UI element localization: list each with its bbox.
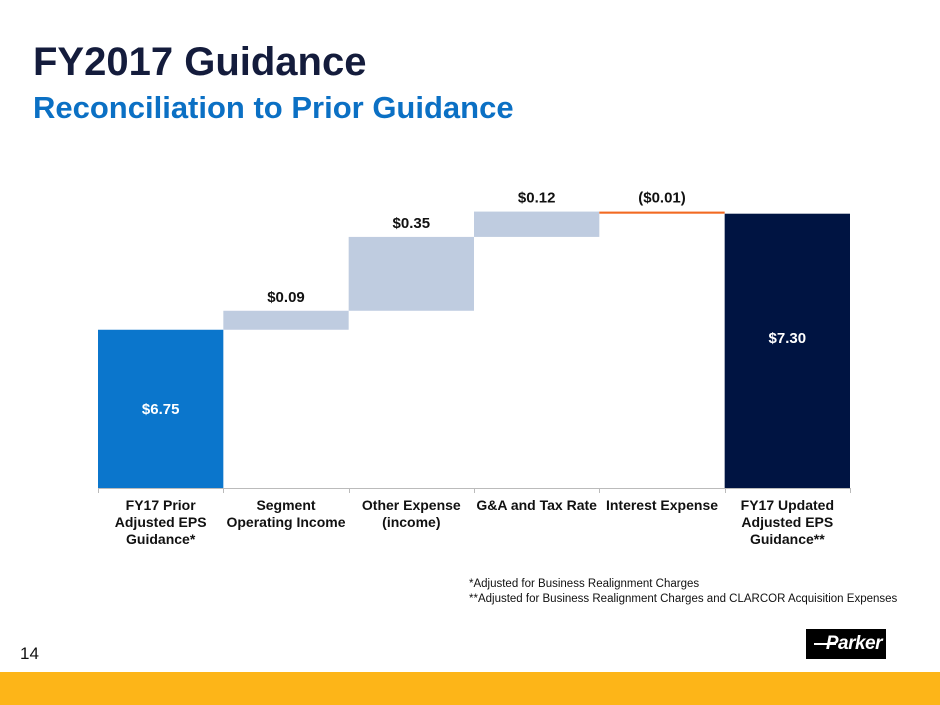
bar: [98, 329, 224, 488]
parker-logo: Parker: [806, 629, 886, 659]
x-tick-label: FY17 Updated: [741, 497, 834, 513]
bar: [223, 310, 349, 330]
bar: [724, 213, 850, 488]
x-tick-label: Adjusted EPS: [741, 514, 833, 530]
x-tick-label: Segment: [256, 497, 315, 513]
page-number: 14: [20, 644, 39, 663]
logo-text: Parker: [825, 633, 883, 654]
bar: [474, 211, 600, 237]
x-tick-label: FY17 Prior: [126, 497, 197, 513]
x-tick-label: G&A and Tax Rate: [476, 497, 597, 513]
page-subtitle: Reconciliation to Prior Guidance: [33, 90, 514, 125]
bar: [599, 211, 725, 214]
x-tick-label: Guidance**: [750, 531, 825, 547]
x-tick-label: Operating Income: [226, 514, 345, 530]
data-label: $6.75: [142, 401, 180, 418]
data-label: $0.12: [518, 190, 556, 207]
data-label: $0.09: [267, 289, 305, 306]
bar: [348, 236, 474, 311]
footnote: *Adjusted for Business Realignment Charg…: [469, 578, 700, 590]
data-label: $0.35: [393, 215, 431, 232]
x-tick-label: Interest Expense: [606, 497, 718, 513]
page-title: FY2017 Guidance: [33, 40, 367, 84]
footnotes: *Adjusted for Business Realignment Charg…: [469, 577, 897, 607]
x-tick-label: Guidance*: [126, 531, 196, 547]
data-label: $7.30: [769, 330, 807, 347]
x-tick-label: (income): [382, 514, 440, 530]
footer-band: [0, 672, 940, 705]
x-tick-label: Adjusted EPS: [115, 514, 207, 530]
footnote: **Adjusted for Business Realignment Char…: [469, 593, 898, 605]
x-tick-label: Other Expense: [362, 497, 461, 513]
data-label: ($0.01): [638, 190, 686, 207]
